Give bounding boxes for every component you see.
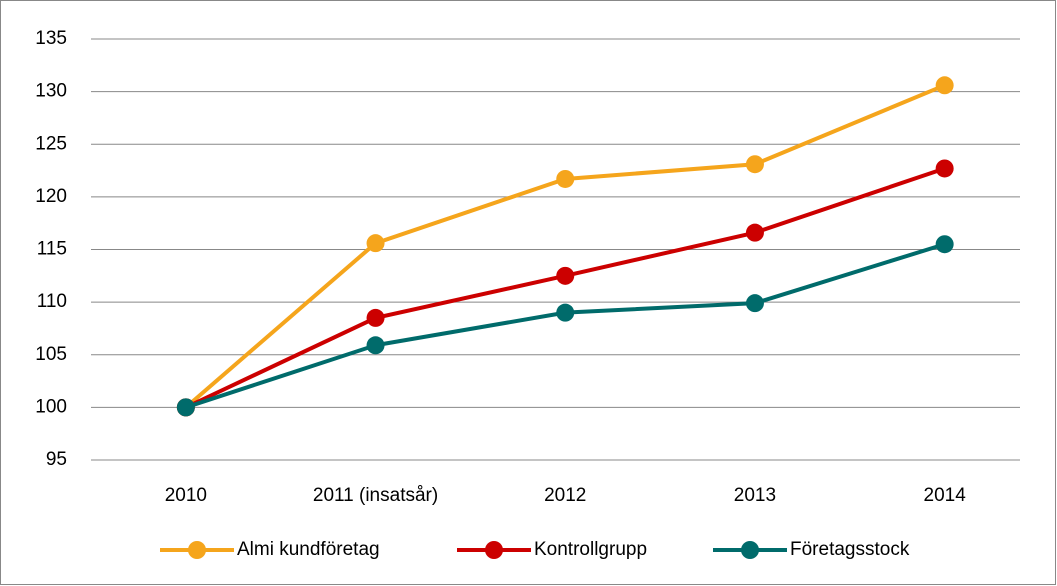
data-point	[556, 169, 575, 188]
x-tick-label: 2014	[924, 485, 967, 506]
legend-label: Kontrollgrupp	[534, 539, 647, 560]
data-point	[366, 234, 385, 253]
data-point	[745, 294, 764, 313]
legend-marker	[741, 541, 759, 559]
data-point	[745, 223, 764, 242]
legend-label: Almi kundföretag	[237, 539, 380, 560]
data-point	[556, 266, 575, 285]
data-point	[935, 235, 954, 254]
data-point	[366, 308, 385, 327]
y-tick-label: 100	[35, 396, 67, 417]
legend-label: Företagsstock	[790, 539, 910, 560]
data-point	[366, 336, 385, 355]
x-tick-label: 2013	[734, 485, 776, 506]
y-tick-label: 110	[37, 291, 67, 312]
x-tick-label: 2010	[165, 485, 207, 506]
y-tick-label: 120	[35, 186, 67, 207]
x-tick-label: 2011 (insatsår)	[313, 485, 438, 506]
legend-marker	[485, 541, 503, 559]
data-point	[935, 159, 954, 178]
x-tick-label: 2012	[544, 485, 586, 506]
data-point	[935, 76, 954, 95]
data-point	[176, 398, 195, 417]
y-tick-label: 115	[37, 239, 67, 260]
legend-marker	[188, 541, 206, 559]
data-point	[556, 303, 575, 322]
y-tick-label: 135	[35, 28, 67, 49]
y-tick-label: 105	[35, 344, 67, 365]
data-point	[745, 155, 764, 174]
y-tick-label: 95	[46, 449, 67, 470]
y-tick-label: 130	[35, 81, 67, 102]
y-tick-label: 125	[35, 133, 67, 154]
